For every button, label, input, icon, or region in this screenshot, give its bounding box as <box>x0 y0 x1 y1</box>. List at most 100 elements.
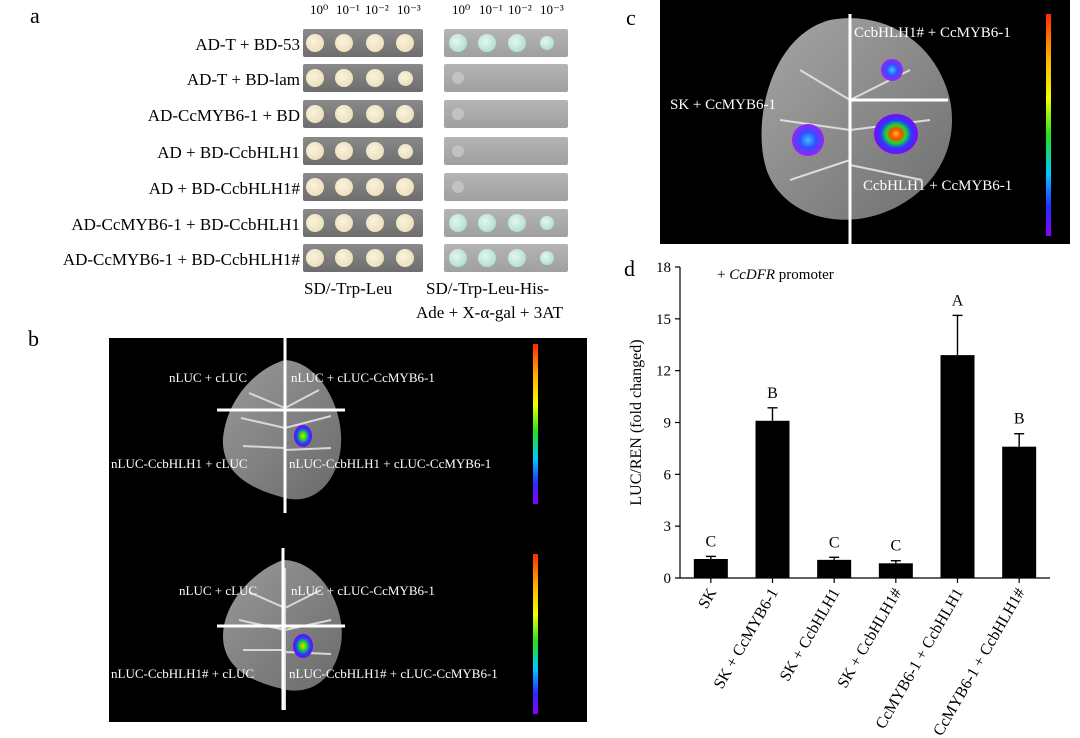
condition-left: SD/-Trp-Leu <box>304 279 393 298</box>
colony-spot <box>449 249 467 267</box>
row-labels: AD-T + BD-53 AD-T + BD-lam AD-CcMYB6-1 +… <box>0 28 300 276</box>
panel-a-letter: a <box>30 3 40 28</box>
colony-spot <box>540 251 554 265</box>
colony-spot <box>508 249 526 267</box>
annotation-gene: CcDFR <box>729 267 775 283</box>
dilution-label: 10⁻² <box>365 2 389 17</box>
colony-spot <box>366 69 384 87</box>
dilution-label: 10⁻¹ <box>336 2 360 17</box>
panel-c-letter: c <box>626 5 636 30</box>
dilution-label: 10⁻² <box>508 2 532 17</box>
colony-spot <box>335 34 353 52</box>
colony-spot <box>478 249 496 267</box>
colony-spot <box>397 70 413 86</box>
condition-right-line2: Ade + X-α-gal + 3AT <box>416 303 564 322</box>
row-label: AD-T + BD-53 <box>195 35 300 54</box>
bar <box>878 563 913 578</box>
significance-letter: A <box>952 292 964 309</box>
luciferase-image-c: CcbHLH1# + CcMYB6-1 SK + CcMYB6-1 CcbHLH… <box>660 0 1070 244</box>
luciferase-image-b: nLUC + cLUC nLUC + cLUC-CcMYB6-1 nLUC-Cc… <box>109 338 587 722</box>
colony-spot <box>306 249 324 267</box>
row-label: AD-CcMYB6-1 + BD <box>147 106 300 125</box>
colony-spot <box>335 214 353 232</box>
colony-spot <box>306 178 324 196</box>
label-bottom-br: nLUC-CcbHLH1# + cLUC-CcMYB6-1 <box>289 666 498 681</box>
row-label: AD-CcMYB6-1 + BD-CcbHLH1# <box>62 250 300 269</box>
bar <box>693 558 728 578</box>
x-tick-label: SK + CcbHLH1 <box>777 586 844 685</box>
colony-spot <box>335 105 353 123</box>
y-tick-label: 9 <box>664 416 672 432</box>
y-tick-label: 18 <box>656 260 671 276</box>
bar <box>1002 446 1037 578</box>
colony-spot <box>335 249 353 267</box>
chart-marks: C B C C A B <box>693 292 1037 578</box>
colony-spot <box>335 142 353 160</box>
bar <box>755 420 790 578</box>
colony-spot <box>540 216 554 230</box>
leaf-bottom <box>217 548 345 710</box>
label-top-br: nLUC-CcbHLH1 + cLUC-CcMYB6-1 <box>289 456 492 471</box>
colony-spot <box>396 214 414 232</box>
x-tick-label: SK <box>695 585 720 612</box>
plate <box>444 64 568 92</box>
y-tick-label: 3 <box>664 519 672 535</box>
y-tick-label: 6 <box>664 467 672 483</box>
label-c-br: CcbHLH1 + CcMYB6-1 <box>863 178 1013 194</box>
bar-chart: + CcDFR promoter LUC/REN (fold changed) … <box>628 260 1050 736</box>
colony-spot <box>396 178 414 196</box>
row-label: AD + BD-CcbHLH1# <box>148 179 300 198</box>
colony-spot <box>396 249 414 267</box>
panel-b-letter: b <box>28 326 39 351</box>
label-c-tr: CcbHLH1# + CcMYB6-1 <box>854 25 1011 41</box>
colony-spot <box>396 105 414 123</box>
significance-letter: C <box>890 538 901 555</box>
colony-spot <box>478 34 496 52</box>
annotation-prefix: + <box>717 267 729 283</box>
color-scale-bar <box>1046 14 1051 236</box>
colony-spot-faint <box>452 72 464 84</box>
chart-annotation: + CcDFR promoter <box>717 267 834 283</box>
leaf-image-c <box>761 14 1051 244</box>
colony-spot <box>508 34 526 52</box>
label-bottom-bl: nLUC-CcbHLH1# + cLUC <box>111 666 255 681</box>
plate <box>444 173 568 201</box>
colony-spot <box>335 178 353 196</box>
y-tick-label: 0 <box>664 571 672 587</box>
row-label: AD-T + BD-lam <box>186 70 300 89</box>
colony-spot <box>449 214 467 232</box>
colony-spot-faint <box>452 181 464 193</box>
dilution-label: 10⁻³ <box>397 2 421 17</box>
colony-spot <box>366 249 384 267</box>
bar <box>817 559 852 578</box>
colony-spot <box>306 105 324 123</box>
colony-spot <box>366 178 384 196</box>
colony-spot <box>366 142 384 160</box>
colony-spot <box>306 34 324 52</box>
dilution-label: 10⁻³ <box>540 2 564 17</box>
color-scale-bar <box>533 554 538 714</box>
label-c-l: SK + CcMYB6-1 <box>670 97 776 113</box>
leaf-images <box>217 338 538 714</box>
colony-spot <box>335 69 353 87</box>
dilution-label: 10⁻¹ <box>479 2 503 17</box>
colony-spot <box>306 214 324 232</box>
colony-spot <box>508 214 526 232</box>
colony-spot-faint <box>452 108 464 120</box>
label-bottom-tl: nLUC + cLUC <box>179 583 258 598</box>
label-top-tr: nLUC + cLUC-CcMYB6-1 <box>291 370 435 385</box>
colony-spot <box>478 214 496 232</box>
colony-spot <box>396 34 414 52</box>
panel-d-letter: d <box>624 256 635 281</box>
dilution-label: 10⁰ <box>452 2 471 17</box>
label-top-bl: nLUC-CcbHLH1 + cLUC <box>111 456 248 471</box>
plate <box>444 137 568 165</box>
y-axis-label: LUC/REN (fold changed) <box>628 339 645 505</box>
leaf-top <box>217 338 345 513</box>
colony-spot <box>366 34 384 52</box>
significance-letter: C <box>705 533 716 550</box>
dilution-label: 10⁰ <box>310 2 329 17</box>
label-bottom-tr: nLUC + cLUC-CcMYB6-1 <box>291 583 435 598</box>
y-tick-label: 15 <box>656 312 671 328</box>
